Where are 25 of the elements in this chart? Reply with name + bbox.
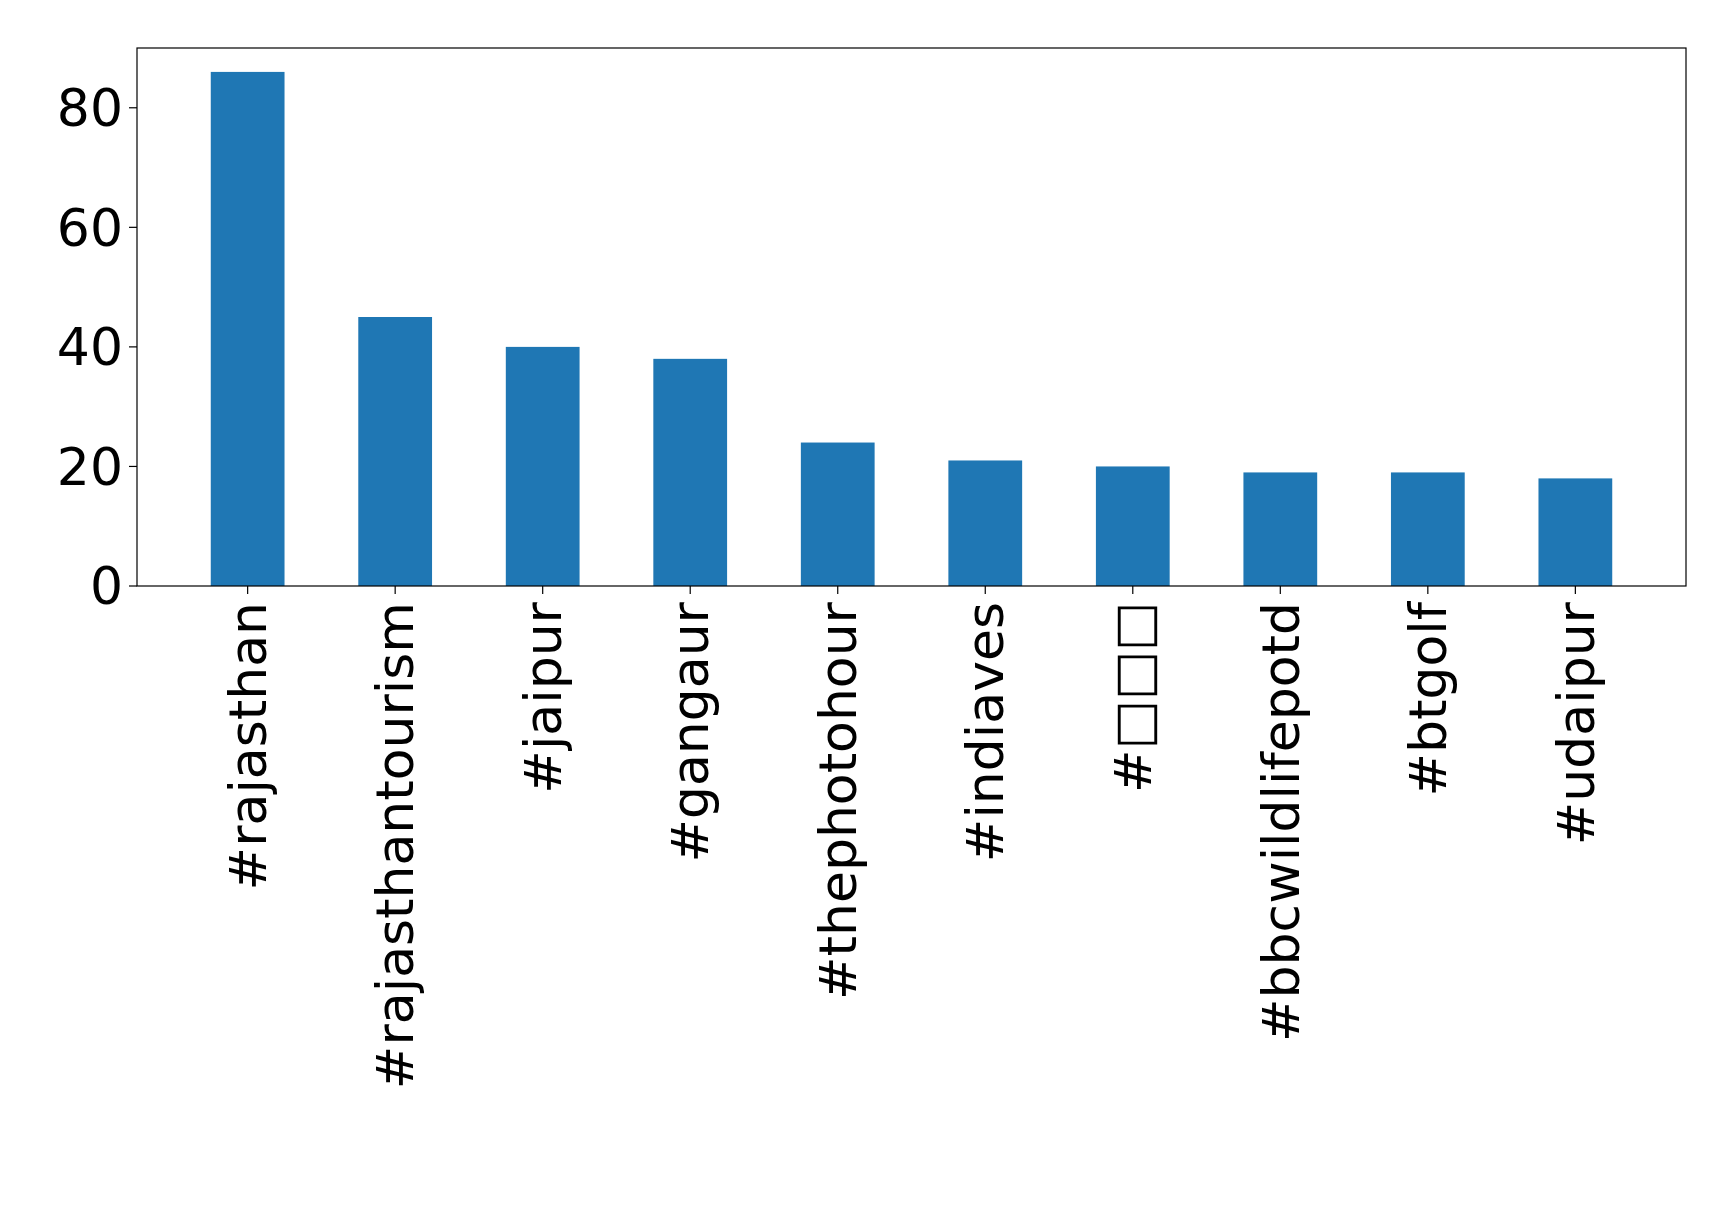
x-tick-label: #jaipur [512,601,573,794]
x-tick-label: #rajasthan [217,602,278,891]
bar [1095,466,1170,586]
y-tick-label: 60 [56,197,123,258]
bar [800,442,875,586]
x-tick-label: #udaipur [1545,601,1606,846]
y-tick-label: 80 [56,77,123,138]
y-tick-label: 20 [56,436,123,497]
bar [1390,472,1465,586]
bar [210,71,285,586]
bar [1538,478,1613,586]
bar [1243,472,1318,586]
bar [505,346,580,586]
bar [948,460,1023,586]
y-tick-label: 0 [89,556,123,617]
x-tick-label: #gangaur [660,601,721,863]
bar [358,317,433,586]
y-tick-label: 40 [56,317,123,378]
x-tick-label: #btgolf [1398,600,1459,797]
x-tick-label: #bbcwildlifepotd [1250,602,1311,1043]
x-tick-label: #□□□ [1102,602,1163,793]
bar [653,358,728,586]
x-tick-label: #indiaves [955,602,1016,863]
x-tick-label: #thephotohour [807,601,868,1000]
x-tick-label: #rajasthantourism [365,602,426,1090]
